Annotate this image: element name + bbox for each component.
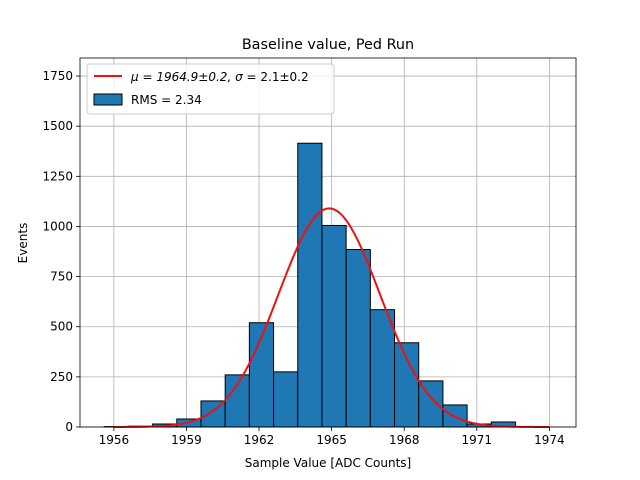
x-tick-label: 1968 — [389, 433, 420, 447]
x-axis-label: Sample Value [ADC Counts] — [245, 456, 411, 470]
x-tick-label: 1959 — [171, 433, 202, 447]
histogram-bar — [345, 249, 371, 428]
y-axis-label: Events — [16, 223, 30, 264]
legend-box — [86, 63, 335, 115]
x-tick-label: 1956 — [99, 433, 130, 447]
legend-fit-label: μ = 1964.9±0.2, σ = 2.1±0.2 — [130, 70, 309, 84]
y-tick-label: 1250 — [42, 169, 73, 183]
plot-frame — [79, 57, 577, 428]
y-tick-label: 250 — [50, 370, 73, 384]
histogram-bar — [273, 371, 299, 428]
gaussian-fit-curve — [113, 207, 550, 428]
histogram-bar — [394, 342, 420, 428]
legend-hist-label: RMS = 2.34 — [131, 93, 202, 107]
y-tick-label: 1000 — [42, 219, 73, 233]
histogram-bar — [369, 309, 396, 428]
y-tick-label: 1500 — [42, 119, 73, 133]
y-axis-ticks: 0 250 500 750 1000 1250 1500 1750 — [42, 69, 80, 434]
y-tick-label: 500 — [50, 320, 73, 334]
y-tick-label: 0 — [65, 420, 73, 434]
x-tick-label: 1962 — [244, 433, 275, 447]
histogram-bar — [321, 224, 347, 428]
chart-title: Baseline value, Ped Run — [242, 37, 414, 53]
legend: μ = 1964.9±0.2, σ = 2.1±0.2 RMS = 2.34 — [86, 63, 335, 115]
y-tick-label: 1750 — [42, 69, 73, 83]
histogram-bar — [297, 142, 323, 428]
histogram-bar — [248, 322, 275, 428]
legend-hist-swatch — [93, 93, 123, 106]
x-tick-label: 1971 — [462, 433, 493, 447]
x-tick-label: 1965 — [316, 433, 347, 447]
x-axis-ticks: 1956 1959 1962 1965 1968 1971 1974 — [99, 427, 565, 447]
y-tick-label: 750 — [50, 270, 73, 284]
x-tick-label: 1974 — [534, 433, 565, 447]
